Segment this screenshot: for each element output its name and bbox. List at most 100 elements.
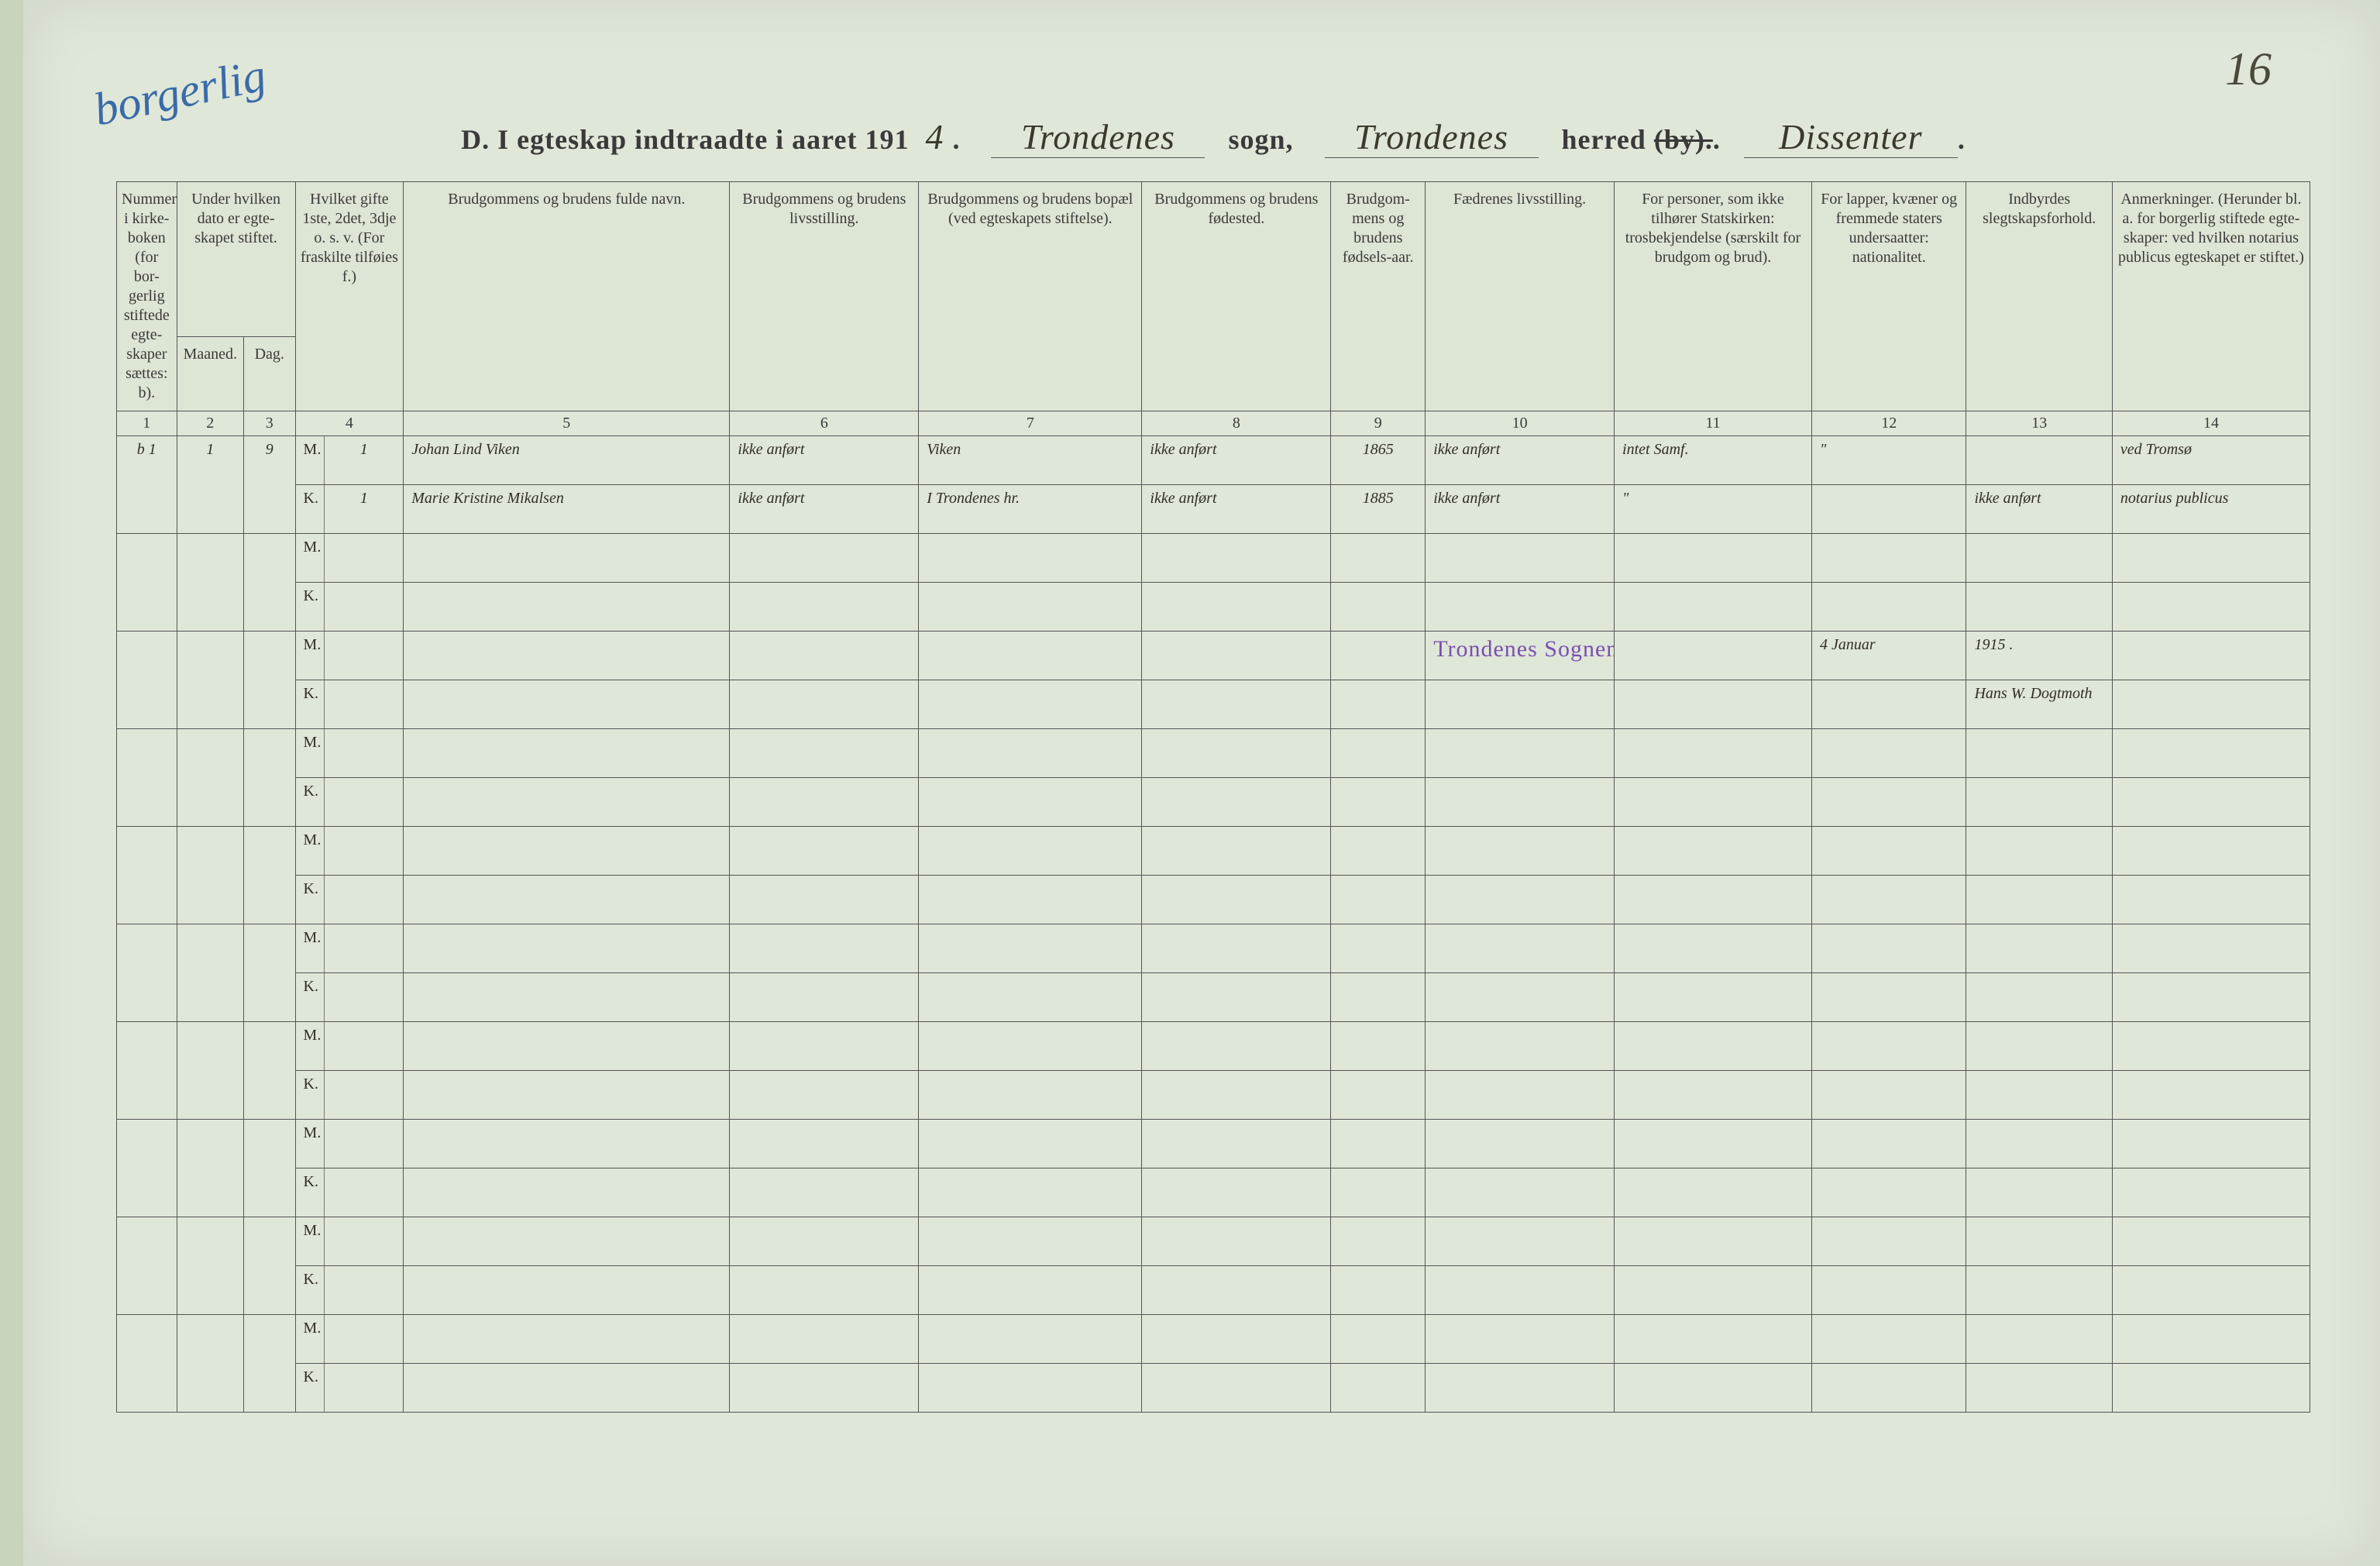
table-row: K.: [117, 1364, 2310, 1413]
cell-c13: [1966, 583, 2112, 632]
cell-c11: [1615, 973, 1812, 1022]
cell-c6: [730, 876, 919, 924]
cell-c14: [2112, 973, 2309, 1022]
colnum: 4: [295, 411, 404, 436]
colnum: 10: [1426, 411, 1615, 436]
cell-c7: [919, 973, 1142, 1022]
cell-c6: [730, 680, 919, 729]
cell-c8: ikke anført: [1142, 436, 1331, 485]
mk-label-k: K.: [295, 583, 325, 632]
cell-c8: [1142, 680, 1331, 729]
heading-by-struck: (by).: [1654, 124, 1713, 155]
col-header-9: Brudgom-mens og brudens fødsels-aar.: [1331, 182, 1426, 411]
table-row: M.: [117, 827, 2310, 876]
mk-label-k: K.: [295, 485, 325, 534]
cell-c14: [2112, 1071, 2309, 1120]
register-page: 16 borgerlig D. I egteskap indtraadte i …: [0, 0, 2380, 1566]
table-row: M.: [117, 1217, 2310, 1266]
cell-c4: [325, 827, 404, 876]
cell-c12: [1811, 1315, 1966, 1364]
cell-c10: Trondenes Sognenrestembede: [1426, 632, 1615, 680]
mk-label-k: K.: [295, 973, 325, 1022]
col-header-5: Brudgommens og brudens fulde navn.: [404, 182, 730, 411]
mk-label-k: K.: [295, 876, 325, 924]
cell-c7: [919, 534, 1142, 583]
cell-c4: 1: [325, 436, 404, 485]
cell-c6: [730, 632, 919, 680]
table-row: K.Hans W. Dogtmoth: [117, 680, 2310, 729]
cell-c11: [1615, 729, 1812, 778]
cell-c6: ikke anført: [730, 436, 919, 485]
cell-month: [177, 1022, 243, 1120]
mk-label-m: M.: [295, 1120, 325, 1168]
cell-c5: [404, 876, 730, 924]
cell-entry-number: [117, 924, 177, 1022]
cell-c5: Johan Lind Viken: [404, 436, 730, 485]
cell-c12: [1811, 1022, 1966, 1071]
cell-c9: [1331, 1168, 1426, 1217]
cell-c12: [1811, 583, 1966, 632]
cell-c9: [1331, 827, 1426, 876]
table-row: M.: [117, 924, 2310, 973]
cell-entry-number: [117, 1217, 177, 1315]
cell-c11: [1615, 827, 1812, 876]
mk-label-m: M.: [295, 924, 325, 973]
col-header-2b: Dag.: [244, 337, 296, 411]
cell-c14: [2112, 1120, 2309, 1168]
cell-c9: [1331, 973, 1426, 1022]
cell-c5: [404, 583, 730, 632]
cell-c10: [1426, 924, 1615, 973]
cell-entry-number: [117, 1120, 177, 1217]
cell-c8: [1142, 1217, 1331, 1266]
cell-c6: [730, 1266, 919, 1315]
cell-c14: [2112, 583, 2309, 632]
colnum: 3: [244, 411, 296, 436]
cell-c13: [1966, 1217, 2112, 1266]
col-header-11: For personer, som ikke tilhører Statskir…: [1615, 182, 1812, 411]
heading-sogn-value: Trondenes: [991, 116, 1205, 158]
cell-c9: 1865: [1331, 436, 1426, 485]
cell-c14: [2112, 1266, 2309, 1315]
cell-c10: [1426, 1266, 1615, 1315]
colnum: 1: [117, 411, 177, 436]
cell-c11: [1615, 534, 1812, 583]
cell-c6: [730, 729, 919, 778]
cell-day: [244, 1315, 296, 1413]
heading-year-suffix: 4: [917, 116, 952, 157]
cell-c4: [325, 534, 404, 583]
cell-c9: 1885: [1331, 485, 1426, 534]
cell-month: [177, 924, 243, 1022]
cell-c8: [1142, 778, 1331, 827]
cell-month: [177, 827, 243, 924]
cell-c6: [730, 1168, 919, 1217]
cell-entry-number: b 1: [117, 436, 177, 534]
cell-day: [244, 729, 296, 827]
cell-c5: [404, 680, 730, 729]
cell-month: [177, 534, 243, 632]
cell-c4: [325, 876, 404, 924]
cell-c7: [919, 778, 1142, 827]
col-header-7: Brudgommens og brudens bopæl (ved egtesk…: [919, 182, 1142, 411]
cell-c14: [2112, 1022, 2309, 1071]
cell-c11: [1615, 1315, 1812, 1364]
cell-c9: [1331, 1022, 1426, 1071]
cell-entry-number: [117, 534, 177, 632]
cell-c10: [1426, 583, 1615, 632]
colnum: 14: [2112, 411, 2309, 436]
cell-c5: [404, 1168, 730, 1217]
cell-c5: [404, 827, 730, 876]
cell-c13: [1966, 1022, 2112, 1071]
cell-c13: [1966, 1315, 2112, 1364]
cell-c5: [404, 1266, 730, 1315]
cell-c7: [919, 632, 1142, 680]
cell-c8: [1142, 1364, 1331, 1413]
cell-c7: Viken: [919, 436, 1142, 485]
cell-c11: [1615, 632, 1812, 680]
cell-c7: [919, 583, 1142, 632]
cell-c6: [730, 1217, 919, 1266]
col-number-row: 1 2 3 4 5 6 7 8 9 10 11 12 13 14: [117, 411, 2310, 436]
cell-c14: [2112, 632, 2309, 680]
mk-label-m: M.: [295, 1315, 325, 1364]
cell-c13: [1966, 973, 2112, 1022]
cell-c14: [2112, 1315, 2309, 1364]
